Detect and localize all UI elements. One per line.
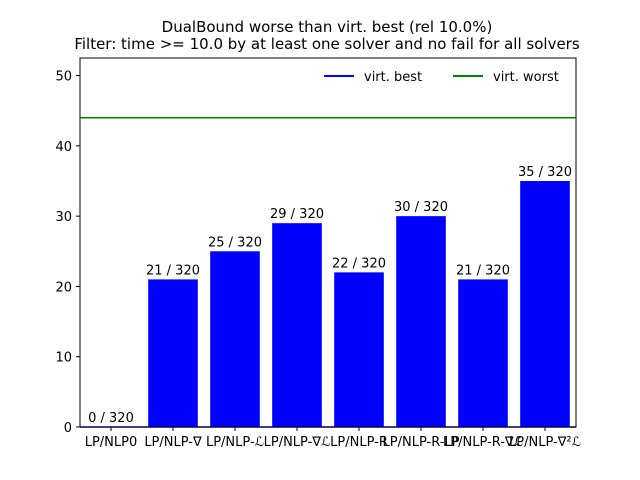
bar-value-label-6: 21 / 320 [456,263,510,278]
x-tick-label-2: LP/NLP-ℒ [206,435,264,450]
bar-value-label-7: 35 / 320 [518,165,572,180]
bar-3 [272,223,322,427]
x-tick-label-1: LP/NLP-∇ [144,435,202,450]
bar-value-label-5: 30 / 320 [394,200,448,215]
bar-5 [396,216,446,427]
x-tick-label-5: LP/NLP-R-LP [383,435,460,450]
bar-2 [210,251,260,427]
legend-label-virt-worst: virt. worst [493,70,559,85]
bar-value-label-4: 22 / 320 [332,256,386,271]
x-tick-label-3: LP/NLP-∇ℒ [264,435,331,450]
y-tick-label-1: 10 [55,351,72,366]
chart-title-line-1: DualBound worse than virt. best (rel 10.… [162,18,493,36]
x-tick-label-6: LP/NLP-R-∇ℒ [443,435,523,450]
y-tick-label-5: 50 [55,70,72,85]
bar-4 [334,272,384,427]
plot-frame [79,57,577,428]
bar-value-label-2: 25 / 320 [208,235,262,250]
plot-area: 0 / 320 LP/NLP0 21 / 320 LP/NLP-∇ 25 / 320 LP… [55,57,581,450]
y-tick-label-3: 30 [55,210,72,225]
y-tick-label-4: 40 [55,140,72,155]
chart-title-line-2: Filter: time >= 10.0 by at least one sol… [74,35,580,53]
bar-value-label-1: 21 / 320 [146,263,200,278]
x-tick-label-7: LP/NLP-∇²ℒ [509,435,581,450]
legend-label-virt-best: virt. best [364,70,422,85]
y-tick-label-2: 20 [55,280,72,295]
legend: virt. best virt. worst [324,70,559,85]
bar-6 [458,279,508,427]
bar-1 [148,279,198,427]
x-tick-label-4: LP/NLP-R [330,435,388,450]
bar-7 [520,181,570,427]
x-tick-label-0: LP/NLP0 [85,435,138,450]
bar-value-label-3: 29 / 320 [270,207,324,222]
y-tick-label-0: 0 [64,421,72,436]
bar-value-label-0: 0 / 320 [88,411,134,426]
